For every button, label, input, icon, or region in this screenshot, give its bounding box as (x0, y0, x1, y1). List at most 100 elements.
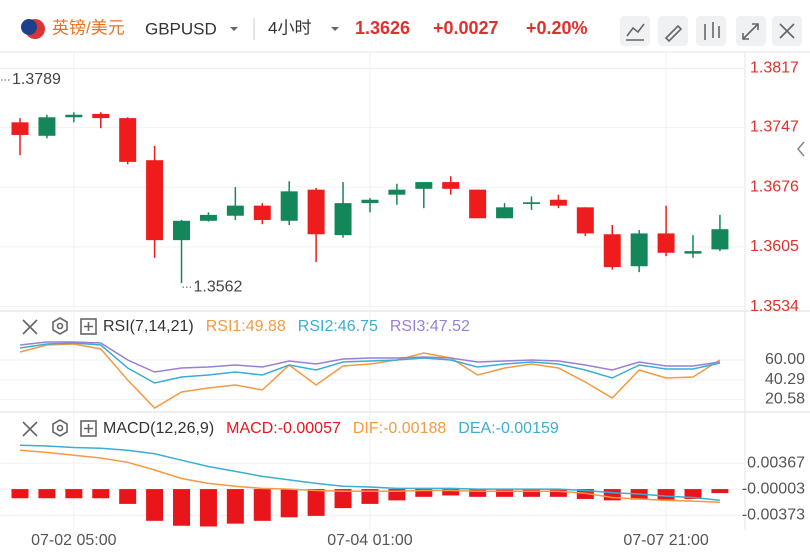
legend-item: RSI1:49.88 (206, 318, 286, 335)
macd-bar (226, 489, 244, 524)
macd-controls (22, 419, 97, 437)
add-icon[interactable] (80, 420, 97, 437)
candle-body (280, 191, 298, 221)
macd-bar (522, 489, 540, 497)
candle-body (711, 229, 729, 250)
legend-item: DIF:-0.00188 (353, 420, 446, 437)
annotation: 1.3562 (194, 278, 243, 295)
toolbar (620, 16, 802, 46)
change-percent: +0.20% (526, 18, 588, 38)
candle-body (226, 205, 244, 216)
candle-body (442, 182, 460, 189)
legend-item: MACD:-0.00057 (226, 420, 341, 437)
candle-body (684, 251, 702, 254)
candle-body (146, 160, 164, 241)
x-tick-label: 07-07 21:00 (623, 532, 709, 549)
macd-bar (657, 489, 675, 500)
indicator-button[interactable] (620, 16, 650, 46)
candle-body (388, 189, 406, 195)
dropdown-arrow[interactable] (331, 27, 339, 31)
candle-body (415, 182, 433, 189)
candle-body (199, 214, 217, 221)
macd-bar (684, 489, 702, 499)
candle-body (334, 203, 352, 236)
candle-body (549, 199, 567, 206)
line-series (19, 444, 720, 502)
y-tick-label: 1.3817 (750, 60, 799, 77)
macd-bar (38, 489, 56, 499)
candle-type-button[interactable] (696, 16, 726, 46)
candle-body (11, 122, 29, 135)
line-series (19, 343, 721, 409)
candle-body (173, 220, 191, 241)
add-icon-plus (84, 322, 93, 331)
remove-icon[interactable] (22, 319, 38, 335)
close-icon (779, 23, 795, 39)
y-tick-label: 0.00367 (747, 454, 805, 471)
y-tick-label: 20.58 (765, 391, 805, 408)
candle-body (469, 189, 487, 219)
candle-type-icon (704, 22, 720, 40)
candle-body (576, 207, 594, 234)
macd-bar (253, 489, 271, 521)
macd-bar (442, 489, 460, 496)
settings-icon-center (56, 424, 64, 432)
add-icon[interactable] (80, 318, 97, 335)
x-tick-label: 07-02 05:00 (31, 532, 117, 549)
candle-body (603, 234, 621, 268)
macd-title: MACD(12,26,9) (103, 420, 214, 437)
line-series (19, 342, 721, 384)
macd-bar (361, 489, 379, 504)
y-tick-label: 1.3534 (750, 298, 799, 315)
macd-bar (280, 489, 298, 518)
macd-bar (65, 489, 83, 499)
macd-bar (173, 489, 191, 526)
rsi-controls (22, 317, 97, 335)
macd-bar (11, 489, 29, 499)
y-tick-label: 1.3605 (750, 238, 799, 255)
macd-bar (711, 489, 729, 494)
macd-bar (146, 489, 164, 521)
fullscreen-icon (742, 23, 759, 40)
candle-body (496, 207, 514, 219)
macd-bar (119, 489, 137, 504)
line-series (19, 341, 721, 373)
header: 英镑/美元 GBPUSD 4小时 1.3626 +0.0027 +0.20% (21, 16, 802, 46)
macd-bar (415, 489, 433, 497)
y-tick-label: -0.00373 (742, 507, 805, 524)
interval[interactable]: 4小时 (268, 18, 311, 37)
x-tick-label: 07-04 01:00 (327, 532, 413, 549)
dropdown-arrow[interactable] (230, 27, 238, 31)
candle-body (38, 117, 56, 136)
flag-icon (21, 19, 37, 35)
pair-name[interactable]: 英镑/美元 (52, 18, 125, 37)
macd-bar (199, 489, 217, 527)
symbol[interactable]: GBPUSD (145, 19, 217, 38)
candle-body (657, 233, 675, 253)
macd-bar (496, 489, 514, 497)
settings-icon-center (56, 322, 64, 330)
macd-bar (92, 489, 110, 499)
line-series (19, 449, 720, 504)
candle-body (307, 189, 325, 235)
draw-icon (664, 24, 683, 43)
rsi-title: RSI(7,14,21) (103, 318, 194, 335)
candle-body (361, 199, 379, 204)
macd-bar (469, 489, 487, 497)
candle-body (92, 113, 110, 119)
y-tick-label: 40.29 (765, 371, 805, 388)
legend-item: RSI2:46.75 (298, 318, 378, 335)
y-tick-label: 60.00 (765, 351, 805, 368)
annotation: 1.3789 (12, 71, 61, 88)
collapse-arrow[interactable] (796, 141, 805, 157)
macd-bar (334, 489, 352, 509)
indicator-icon (626, 23, 645, 41)
settings-icon[interactable] (52, 419, 68, 437)
remove-icon[interactable] (22, 421, 38, 437)
macd-bar (603, 489, 621, 501)
settings-icon[interactable] (52, 317, 68, 335)
candle-body (65, 114, 83, 118)
legend-item: RSI3:47.52 (390, 318, 470, 335)
